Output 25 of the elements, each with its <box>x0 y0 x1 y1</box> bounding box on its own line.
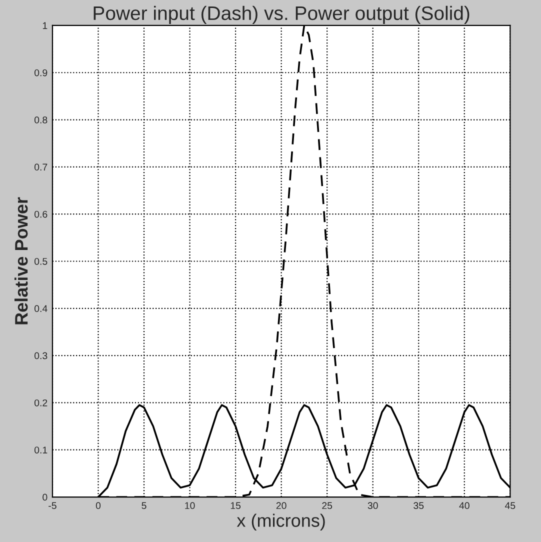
y-tick-label: 0.9 <box>34 69 48 76</box>
x-tick-label: 45 <box>504 502 516 510</box>
x-tick-label: 40 <box>459 502 470 510</box>
y-tick-label: 0.4 <box>34 305 48 312</box>
y-tick-label: 0 <box>42 494 48 501</box>
y-tick-label: 0.1 <box>34 446 48 454</box>
y-tick-label: 0.2 <box>34 399 48 406</box>
y-tick-label: 0.6 <box>34 210 48 218</box>
x-tick-label: 35 <box>414 502 424 510</box>
x-tick-label: -5 <box>48 502 56 510</box>
x-tick-label: 5 <box>142 502 146 510</box>
x-tick-label: 30 <box>368 502 378 510</box>
x-axis-title: x (microns) <box>236 514 325 531</box>
x-tick-label: 20 <box>276 502 286 510</box>
x-tick-label: 15 <box>230 502 241 510</box>
x-tick-label: 10 <box>185 502 195 510</box>
chart-title: Power input (Dash) vs. Power output (Solid) <box>94 6 470 24</box>
x-tick-label: 0 <box>96 502 101 510</box>
y-tick-label: 0.3 <box>34 352 48 360</box>
y-axis-title: Relative Power <box>14 197 28 324</box>
y-tick-label: 0.8 <box>34 116 48 124</box>
x-tick-label: 25 <box>322 502 332 510</box>
y-tick-label: 0.7 <box>34 164 48 171</box>
y-tick-label: 0.5 <box>34 258 48 265</box>
y-tick-label: 1 <box>42 22 48 29</box>
